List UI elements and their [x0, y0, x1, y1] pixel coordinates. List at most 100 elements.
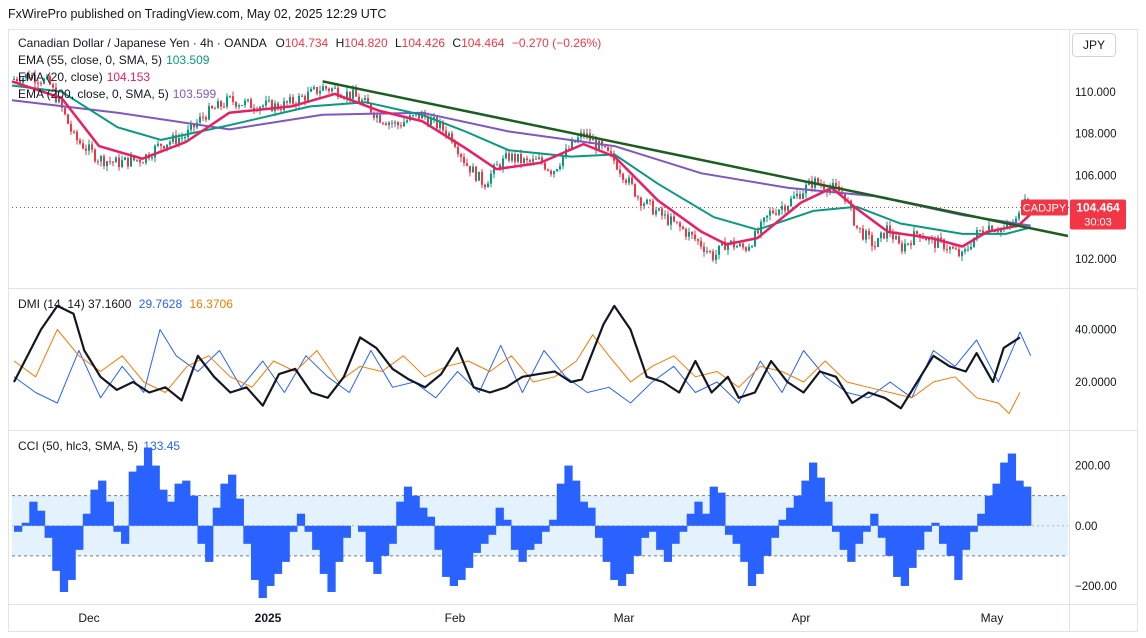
symbol-legend[interactable]: Canadian Dollar / Japanese Yen · 4h · OA… [18, 35, 601, 52]
cci-bar [564, 465, 573, 526]
cci-bar [151, 465, 160, 526]
candle-body [892, 233, 894, 240]
cci-bar [847, 525, 856, 562]
candle-body [13, 78, 15, 80]
cci-bar [273, 525, 283, 574]
dmi-label: DMI (14, 14) [18, 297, 85, 311]
candle-body [541, 157, 543, 163]
cci-bar [1015, 480, 1024, 526]
cci-legend[interactable]: CCI (50, hlc3, SMA, 5) 133.45 [18, 438, 180, 455]
axes: 110.000 108.000 106.000 102.000 40.0000 20.00… [78, 87, 1126, 625]
cci-bar [136, 465, 145, 526]
candle-body [832, 183, 834, 188]
candle-body [877, 238, 879, 247]
cci-bar [778, 519, 787, 526]
candle-body [454, 142, 456, 147]
candle-body [301, 95, 303, 97]
ema200-label: EMA (200, close, 0, SMA, 5) [18, 87, 169, 101]
candle-body [664, 214, 666, 216]
price-badge: CADJPY 104.464 30:03 [1021, 199, 1126, 230]
candle-body [403, 122, 405, 127]
minus-di-line [13, 329, 1021, 414]
cci-bar [923, 525, 932, 532]
candle-body [505, 153, 507, 159]
time-tick-label: May [981, 611, 1004, 625]
cci-bar [82, 513, 92, 526]
cci-bar [373, 525, 382, 574]
candle-body [352, 89, 354, 99]
candle-body [952, 246, 954, 249]
cci-bar [541, 525, 550, 532]
candle-body [61, 98, 63, 108]
cci-bar [633, 525, 642, 556]
candle-body [718, 245, 720, 255]
candle-body [265, 100, 267, 106]
candle-body [979, 230, 981, 232]
cci-bar [128, 471, 137, 526]
cci-bar [549, 519, 558, 526]
candle-body [766, 215, 768, 218]
cci-bar [969, 525, 978, 532]
candle-body [100, 156, 102, 162]
cci-bar [212, 507, 222, 526]
countdown-text: 30:03 [1084, 217, 1112, 229]
cci-bar [510, 525, 520, 550]
cci-bar [854, 525, 864, 544]
open-label: O [275, 36, 285, 50]
candle-body [547, 169, 549, 171]
candle-body [58, 98, 60, 103]
ema55-legend[interactable]: EMA (55, close, 0, SMA, 5) 103.509 [18, 52, 209, 69]
change-value: −0.270 (−0.26%) [511, 36, 602, 50]
candle-body [412, 114, 414, 116]
ema20-line [11, 80, 1032, 248]
ema200-legend[interactable]: EMA (200, close, 0, SMA, 5) 103.599 [18, 86, 216, 103]
dmi-legend[interactable]: DMI (14, 14) 37.1600 29.7628 16.3706 [18, 296, 233, 313]
candle-body [244, 100, 246, 106]
candle-body [304, 96, 306, 101]
currency-button[interactable]: JPY [1072, 33, 1116, 57]
cci-bar [824, 501, 833, 526]
cci-bar [289, 525, 298, 532]
candle-body [691, 231, 693, 235]
candle-body [730, 240, 732, 244]
candle-body [934, 238, 936, 248]
candle-body [694, 234, 696, 240]
symbol-title: Canadian Dollar / Japanese Yen · 4h · OA… [18, 36, 267, 50]
candle-body [424, 111, 426, 117]
candle-body [238, 105, 240, 107]
candle-body [634, 183, 636, 197]
candle-body [955, 248, 957, 250]
candle-body [556, 169, 558, 172]
cci-tick-label: 0.00 [1075, 521, 1097, 533]
candle-body [190, 123, 192, 130]
candle-body [499, 164, 501, 169]
chart-border [8, 29, 1138, 632]
cci-bar [258, 525, 267, 598]
candle-body [364, 97, 366, 100]
candle-body [493, 164, 495, 174]
cci-bar [182, 480, 191, 526]
cci-bar [472, 525, 481, 553]
candle-body [637, 196, 639, 198]
candle-body [85, 148, 87, 151]
candle-body [853, 206, 855, 226]
candle-body [532, 158, 534, 162]
candle-body [889, 225, 891, 234]
ema55-value: 103.509 [166, 53, 210, 67]
ema20-legend[interactable]: EMA (20, close) 104.153 [18, 69, 150, 86]
candle-body [472, 166, 474, 173]
time-tick-label: Dec [78, 611, 99, 625]
candle-body [40, 83, 42, 85]
cci-bar [709, 486, 718, 526]
cci-bar [961, 525, 971, 550]
candle-body [958, 249, 960, 257]
candle-body [1018, 212, 1020, 219]
candle-body [904, 243, 906, 252]
cci-bar [29, 501, 38, 526]
candle-body [142, 162, 144, 164]
candle-body [127, 157, 129, 167]
candle-body [529, 160, 531, 162]
candle-body [682, 226, 684, 229]
candle-body [172, 134, 174, 142]
